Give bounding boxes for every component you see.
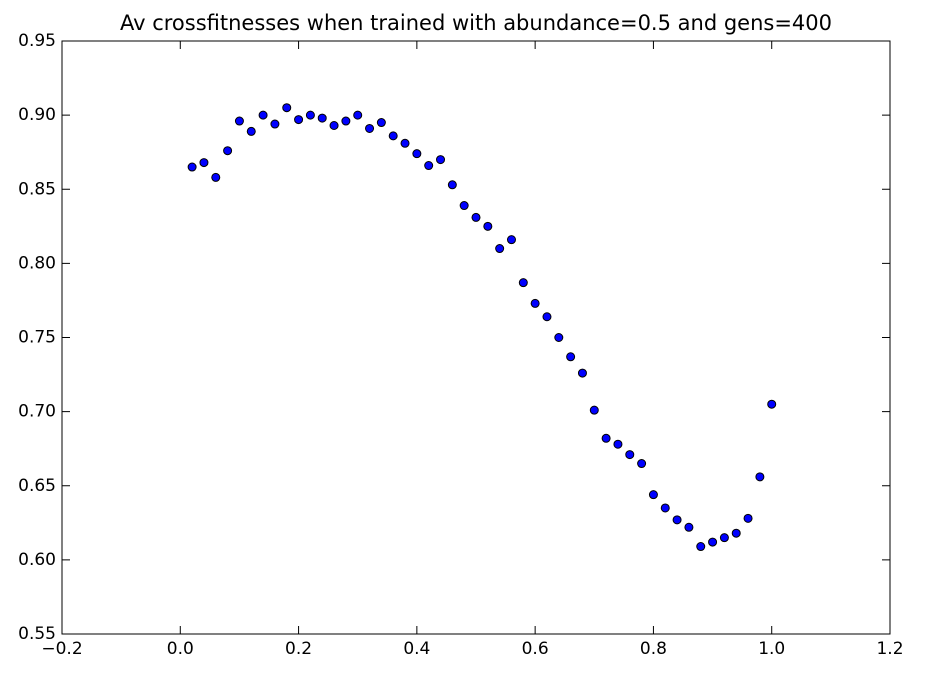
point — [471, 212, 481, 222]
point — [341, 116, 351, 126]
point — [648, 490, 658, 500]
y-tick-label: 0.55 — [18, 624, 56, 644]
y-tick-label: 0.80 — [18, 253, 56, 273]
point — [483, 221, 493, 231]
point — [660, 503, 670, 513]
point — [223, 146, 233, 156]
point — [258, 110, 268, 120]
point — [388, 131, 398, 141]
point — [400, 138, 410, 148]
y-tick-label: 0.90 — [18, 105, 56, 125]
x-tick-label: 0.8 — [640, 639, 667, 659]
point — [447, 180, 457, 190]
y-tick-label: 0.95 — [18, 31, 56, 51]
plot-frame — [61, 40, 891, 635]
point — [353, 110, 363, 120]
point — [530, 298, 540, 308]
point — [365, 123, 375, 133]
point — [731, 528, 741, 538]
x-tick-label: −0.2 — [41, 639, 82, 659]
point — [506, 235, 516, 245]
point — [436, 155, 446, 165]
x-tick-label: 0.4 — [403, 639, 430, 659]
point — [672, 515, 682, 525]
point — [684, 522, 694, 532]
point — [294, 115, 304, 125]
point — [566, 352, 576, 362]
point — [696, 542, 706, 552]
point — [211, 172, 221, 182]
point — [767, 399, 777, 409]
y-tick-label: 0.75 — [18, 328, 56, 348]
point — [282, 103, 292, 113]
point — [577, 368, 587, 378]
x-tick-label: 1.2 — [876, 639, 903, 659]
point — [637, 459, 647, 469]
x-tick-label: 0.0 — [167, 639, 194, 659]
point — [495, 244, 505, 254]
y-tick-label: 0.60 — [18, 550, 56, 570]
point — [199, 158, 209, 168]
point — [625, 450, 635, 460]
point — [424, 161, 434, 171]
point — [743, 513, 753, 523]
y-tick-label: 0.85 — [18, 179, 56, 199]
point — [542, 312, 552, 322]
point — [613, 439, 623, 449]
point — [187, 162, 197, 172]
point — [554, 333, 564, 342]
x-tick-label: 1.0 — [758, 639, 785, 659]
x-tick-label: 0.6 — [522, 639, 549, 659]
point — [305, 110, 315, 120]
point — [589, 405, 599, 415]
y-tick-label: 0.65 — [18, 476, 56, 496]
point — [234, 116, 244, 126]
point — [270, 119, 280, 129]
point — [719, 533, 729, 543]
chart-title: Av crossfitnesses when trained with abun… — [120, 11, 832, 35]
point — [412, 149, 422, 159]
point — [708, 537, 718, 547]
point — [601, 433, 611, 443]
point — [518, 278, 528, 288]
point — [329, 121, 339, 131]
point — [246, 126, 256, 136]
x-tick-label: 0.2 — [285, 639, 312, 659]
point — [459, 201, 469, 211]
y-tick-label: 0.70 — [18, 402, 56, 422]
point — [376, 118, 386, 128]
point — [317, 113, 327, 123]
point — [755, 472, 765, 482]
